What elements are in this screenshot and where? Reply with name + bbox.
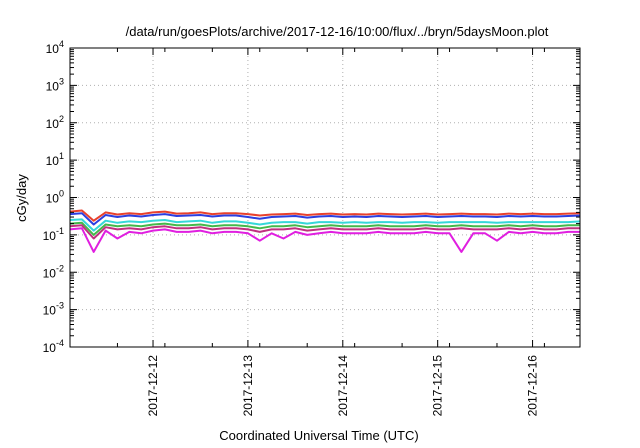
series-line-5	[69, 224, 580, 240]
y-tick-exponent: -2	[56, 263, 64, 273]
x-tick-label: 2017-12-15	[431, 355, 445, 417]
series-group	[69, 209, 581, 253]
y-tick-exponent: 0	[59, 189, 64, 199]
y-tick-base: 10	[43, 266, 57, 280]
x-tick-label: 2017-12-14	[336, 355, 350, 417]
y-tick-label: 10-4	[43, 338, 64, 355]
series-line-4	[69, 221, 580, 236]
chart-title: /data/run/goesPlots/archive/2017-12-16/1…	[126, 24, 549, 39]
series-line-1	[69, 209, 581, 222]
x-tick-label: 2017-12-13	[241, 355, 255, 417]
x-axis-label: Coordinated Universal Time (UTC)	[219, 428, 418, 443]
y-tick-base: 10	[43, 304, 57, 318]
series-line-2	[69, 212, 581, 226]
y-tick-label: 100	[46, 189, 64, 206]
series-line-6	[69, 227, 580, 253]
y-tick-base: 10	[43, 229, 57, 243]
y-tick-label: 10-2	[43, 263, 64, 280]
y-tick-base: 10	[46, 79, 60, 93]
y-tick-label: 10-3	[43, 301, 64, 318]
y-tick-exponent: 3	[59, 76, 64, 86]
x-tick-labels: 2017-12-12 2017-12-13 2017-12-14 2017-12-15…	[146, 355, 540, 417]
y-tick-exponent: 1	[59, 151, 64, 161]
ticks	[69, 47, 580, 348]
y-tick-base: 10	[43, 341, 57, 355]
y-tick-label: 103	[46, 76, 64, 93]
y-tick-exponent: 2	[59, 114, 64, 124]
y-tick-label: 104	[46, 39, 64, 56]
y-tick-exponent: -4	[56, 338, 64, 348]
y-axis-label: cGy/day	[14, 174, 29, 222]
y-tick-exponent: -3	[56, 301, 64, 311]
y-tick-label: 101	[46, 151, 64, 168]
y-tick-base: 10	[46, 154, 60, 168]
grid	[70, 48, 580, 347]
y-tick-base: 10	[46, 192, 60, 206]
x-tick-label: 2017-12-16	[526, 355, 540, 417]
y-tick-exponent: -1	[56, 226, 64, 236]
series-line-3	[69, 218, 581, 232]
y-tick-label: 10-1	[43, 226, 64, 243]
y-tick-base: 10	[46, 117, 60, 131]
x-tick-label: 2017-12-12	[146, 355, 160, 417]
y-tick-exponent: 4	[59, 39, 64, 49]
y-tick-base: 10	[46, 42, 60, 56]
y-tick-label: 102	[46, 114, 64, 131]
